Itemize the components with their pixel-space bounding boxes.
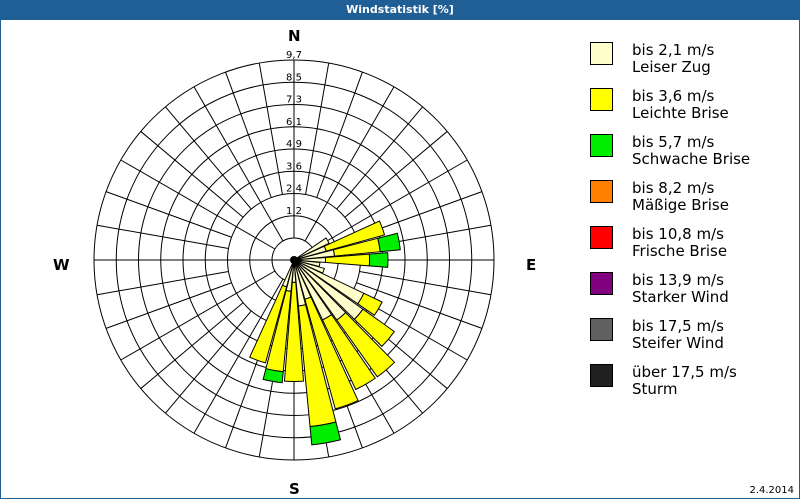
west-label: W xyxy=(53,256,70,274)
legend-swatch xyxy=(590,364,613,387)
legend-swatch xyxy=(590,88,613,111)
svg-text:9,7: 9,7 xyxy=(286,50,302,61)
legend-swatch xyxy=(590,272,613,295)
legend-swatch xyxy=(590,318,613,341)
legend-range: bis 8,2 m/s xyxy=(632,179,715,197)
svg-text:4,9: 4,9 xyxy=(286,139,302,150)
north-label: N xyxy=(288,27,301,45)
svg-text:7,3: 7,3 xyxy=(286,95,302,106)
legend-name: Mäßige Brise xyxy=(632,196,729,214)
legend-name: Starker Wind xyxy=(632,288,729,306)
legend-name: Leichte Brise xyxy=(632,104,729,122)
legend-name: Schwache Brise xyxy=(632,150,751,168)
legend-name: Sturm xyxy=(632,380,678,398)
legend-range: über 17,5 m/s xyxy=(632,363,737,381)
svg-text:1,2: 1,2 xyxy=(286,206,302,217)
legend-range: bis 17,5 m/s xyxy=(632,317,724,335)
svg-text:3,6: 3,6 xyxy=(286,161,302,172)
south-label: S xyxy=(289,480,300,498)
wind-bars xyxy=(249,220,401,446)
legend-range: bis 13,9 m/s xyxy=(632,271,724,289)
svg-text:8,5: 8,5 xyxy=(286,72,302,83)
legend-name: Frische Brise xyxy=(632,242,728,260)
east-label: E xyxy=(526,256,537,274)
legend-name: Leiser Zug xyxy=(632,58,711,76)
legend-range: bis 10,8 m/s xyxy=(632,225,724,243)
chart-title: Windstatistik [%] xyxy=(0,0,800,20)
svg-text:2,4: 2,4 xyxy=(286,184,302,195)
ring-labels: 1,2 2,4 3,6 4,9 6,1 7,3 8,5 9,7 xyxy=(286,50,302,217)
legend-swatch xyxy=(590,180,613,203)
legend-swatch xyxy=(590,226,613,249)
legend-range: bis 2,1 m/s xyxy=(632,41,715,59)
date-stamp: 2.4.2014 xyxy=(749,485,794,496)
legend-swatch xyxy=(590,42,613,65)
legend-swatch xyxy=(590,134,613,157)
legend-range: bis 3,6 m/s xyxy=(632,87,715,105)
polar-grid xyxy=(93,59,495,461)
svg-text:6,1: 6,1 xyxy=(286,117,302,128)
legend-range: bis 5,7 m/s xyxy=(632,133,715,151)
legend-name: Steifer Wind xyxy=(632,334,724,352)
